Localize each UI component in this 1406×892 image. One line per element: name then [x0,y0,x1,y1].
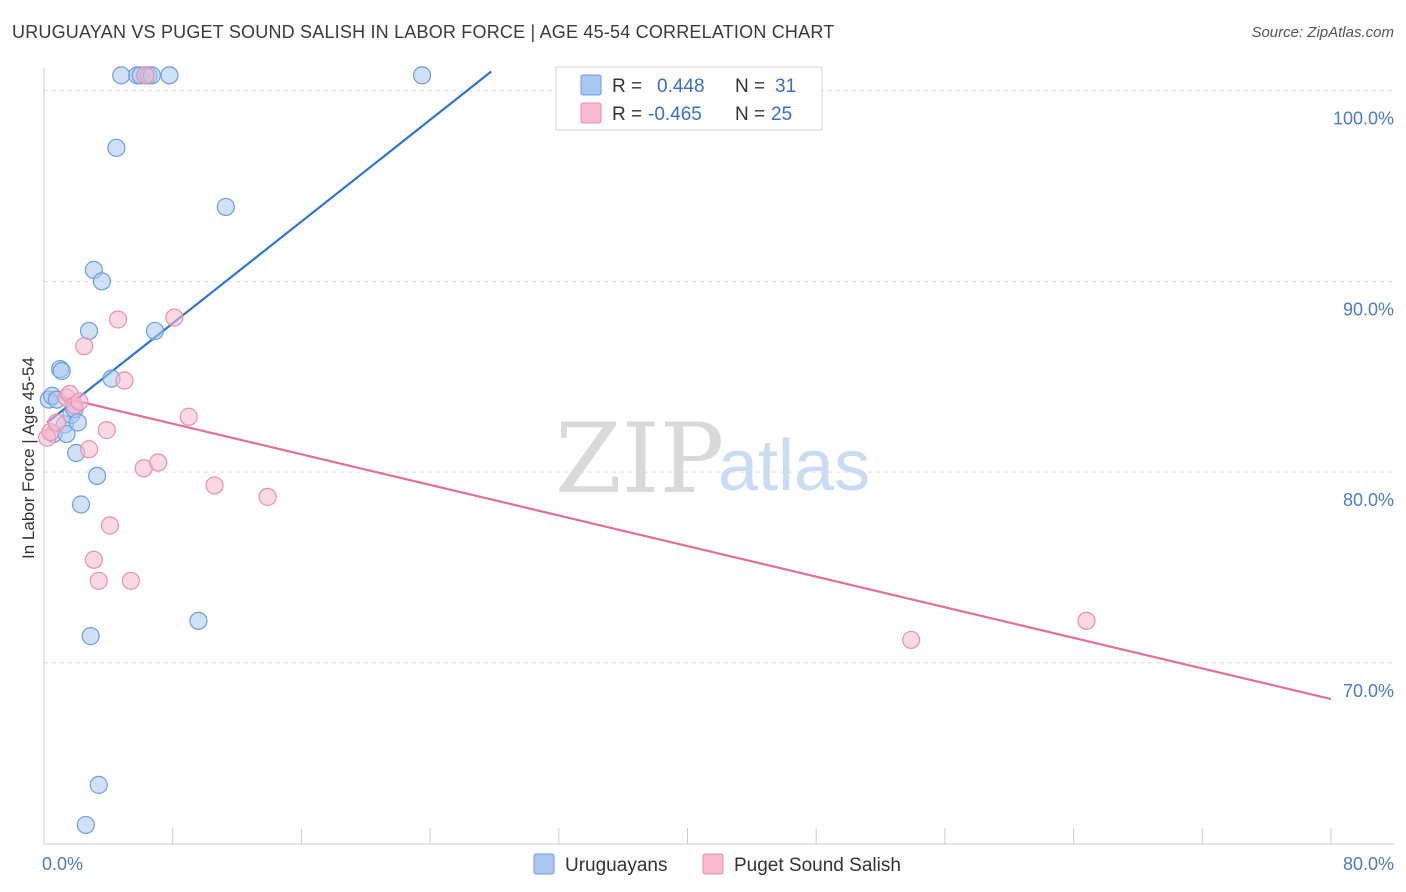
y-tick-label: 70.0% [1343,681,1394,701]
data-point-uruguayans [52,361,71,381]
data-point-puget-sound-salish [108,310,128,329]
chart-title: URUGUAYAN VS PUGET SOUND SALISH IN LABOR… [12,22,835,42]
y-tick-label: 90.0% [1343,299,1394,319]
legend-r-label: R = [612,76,642,97]
bottom-legend-swatch-uruguayans [533,853,555,875]
trend-line-uruguayans [46,70,492,424]
legend-r-value: -0.465 [648,104,702,125]
tick-layer: 70.0% 80.0% 90.0% 100.0% 0.0% 80.0% [42,109,1394,874]
data-point-uruguayans [189,611,208,630]
data-point-uruguayans [112,66,131,85]
data-point-puget-sound-salish [165,308,184,327]
grid-layer [44,90,1394,664]
legend-swatch-uruguayans [580,74,602,96]
data-point-puget-sound-salish [89,571,108,590]
data-point-puget-sound-salish [179,407,198,426]
legend-n-label: N = [735,104,765,125]
legend-r-label: R = [612,104,642,125]
legend-r-value: 0.448 [657,76,705,97]
data-point-puget-sound-salish [258,487,277,506]
data-point-puget-sound-salish [79,440,99,459]
data-point-puget-sound-salish [149,453,168,472]
data-point-uruguayans [92,272,112,291]
bottom-legend-label-puget-sound-salish: Puget Sound Salish [734,855,901,876]
chart-source: Source: ZipAtlas.com [1251,24,1394,41]
data-point-puget-sound-salish [902,630,921,650]
data-point-uruguayans [107,138,126,157]
data-point-uruguayans [216,197,235,217]
legend-n-label: N = [735,76,765,97]
data-point-puget-sound-salish [1077,611,1096,630]
bottom-legend-swatch-puget-sound-salish [702,853,724,875]
y-tick-label: 100.0% [1333,109,1394,129]
x-tick-label: 80.0% [1343,854,1394,874]
data-point-uruguayans [145,321,165,341]
data-point-uruguayans [160,66,179,85]
legend-n-value: 25 [771,104,792,125]
point-layer [38,66,1096,835]
y-tick-label: 80.0% [1343,490,1394,510]
data-point-puget-sound-salish [100,516,120,535]
data-point-puget-sound-salish [97,421,116,440]
data-point-puget-sound-salish [121,571,140,590]
data-point-uruguayans [71,495,91,514]
watermark-atlas: atlas [718,426,870,506]
y-axis-label: In Labor Force | Age 45-54 [19,357,38,559]
trend-layer [46,70,1332,701]
data-point-uruguayans [87,466,107,485]
data-point-uruguayans [68,413,87,432]
data-point-puget-sound-salish [205,476,224,495]
top-legend: R = 0.448 N = 31 R = -0.465 N = 25 [555,66,823,131]
bottom-legend-label-uruguayans: Uruguayans [565,855,667,876]
data-point-puget-sound-salish [75,337,94,356]
legend-swatch-puget-sound-salish [580,102,602,124]
data-point-puget-sound-salish [70,392,89,411]
data-point-puget-sound-salish [47,413,66,432]
data-point-uruguayans [76,815,95,835]
bottom-legend: Uruguayans Puget Sound Salish [533,853,901,876]
data-point-uruguayans [412,66,432,85]
data-point-puget-sound-salish [84,550,103,569]
trend-line-puget-sound-salish [46,392,1332,701]
watermark-zip: ZIP [555,403,724,515]
x-tick-label: 0.0% [42,854,83,874]
data-point-puget-sound-salish [136,66,155,85]
data-point-puget-sound-salish [115,371,134,390]
data-point-uruguayans [81,627,100,646]
data-point-uruguayans [89,775,108,794]
data-point-uruguayans [79,321,99,341]
axis-layer [43,68,1394,845]
watermark: ZIP atlas [555,403,870,515]
legend-n-value: 31 [775,76,796,97]
